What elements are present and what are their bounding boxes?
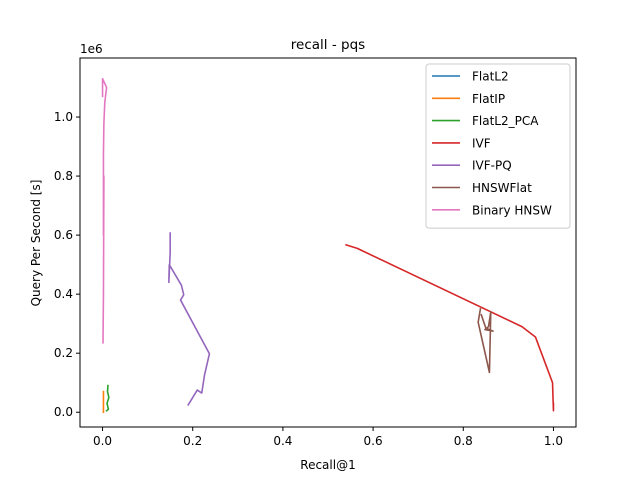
y-tick-label: 0.2 <box>54 346 73 360</box>
y-tick-label: 0.4 <box>54 287 73 301</box>
legend-label: FlatL2 <box>472 70 509 84</box>
y-tick-label: 0.6 <box>54 228 73 242</box>
x-tick-label: 0.0 <box>93 434 112 448</box>
series-line-ivf-pq <box>168 232 211 406</box>
x-tick-label: 0.2 <box>183 434 202 448</box>
series-line-binary-hnsw <box>101 77 108 344</box>
x-axis-label: Recall@1 <box>300 458 355 472</box>
series-line-hnswflat <box>477 307 494 374</box>
series-line-flatl2-pca <box>105 384 110 412</box>
y-offset-label: 1e6 <box>80 42 103 56</box>
y-tick-label: 0.0 <box>54 405 73 419</box>
legend-label: HNSWFlat <box>472 181 532 195</box>
x-tick-label: 0.6 <box>364 434 383 448</box>
y-tick-label: 0.8 <box>54 169 73 183</box>
x-tick-label: 1.0 <box>544 434 563 448</box>
y-tick-label: 1.0 <box>54 110 73 124</box>
legend-label: IVF-PQ <box>472 159 512 173</box>
y-axis-label: Query Per Second [s] <box>29 180 43 307</box>
legend-label: IVF <box>472 136 491 150</box>
y-axis-ticks: 0.0 0.2 0.4 0.6 0.8 1.0 <box>54 110 80 419</box>
legend: FlatL2 FlatIP FlatL2_PCA IVF IVF-PQ HNSWFlat B… <box>425 63 571 229</box>
plot-series <box>101 77 555 414</box>
x-tick-label: 0.8 <box>454 434 473 448</box>
legend-label: FlatIP <box>472 92 505 106</box>
legend-label: Binary HNSW <box>472 203 552 217</box>
chart-title: recall - pqs <box>291 37 365 53</box>
legend-label: FlatL2_PCA <box>472 114 539 128</box>
plot-frame <box>79 57 577 428</box>
x-tick-label: 0.4 <box>273 434 292 448</box>
x-axis-ticks: 0.0 0.2 0.4 0.6 0.8 1.0 <box>93 427 563 448</box>
series-line-ivf <box>345 243 555 412</box>
legend-box <box>425 63 571 229</box>
